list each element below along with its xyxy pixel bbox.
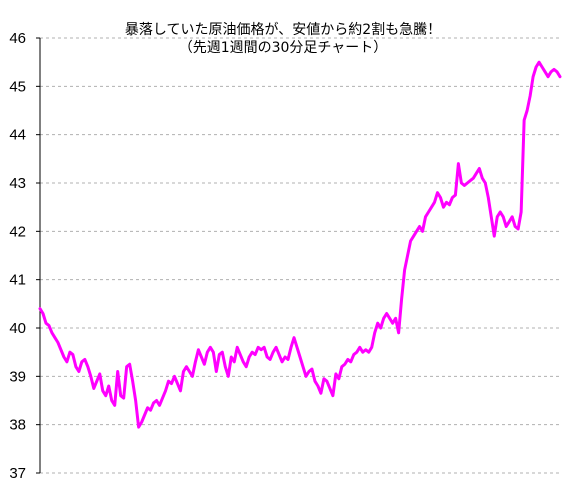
y-tick-label: 37	[9, 465, 26, 482]
y-tick-label: 45	[9, 78, 26, 95]
y-tick-label: 43	[9, 175, 26, 192]
chart-subtitle: （先週1週間の30分足チャート）	[179, 40, 388, 56]
y-tick-label: 44	[9, 127, 26, 144]
chart-title: 暴落していた原油価格が、安値から約2割も急騰！	[125, 21, 441, 38]
y-tick-label: 42	[9, 223, 26, 240]
series-layer	[38, 60, 562, 429]
y-tick-label: 41	[9, 272, 26, 289]
y-tick-labels: 37 38 39 40 41 42 43 44 45 46	[9, 30, 26, 482]
y-tick-label: 46	[9, 30, 26, 47]
y-tick-label: 39	[9, 368, 26, 385]
axes	[36, 37, 41, 474]
y-tick-label: 40	[9, 320, 26, 337]
y-tick-label: 38	[9, 417, 26, 434]
price-series-line	[38, 60, 562, 429]
